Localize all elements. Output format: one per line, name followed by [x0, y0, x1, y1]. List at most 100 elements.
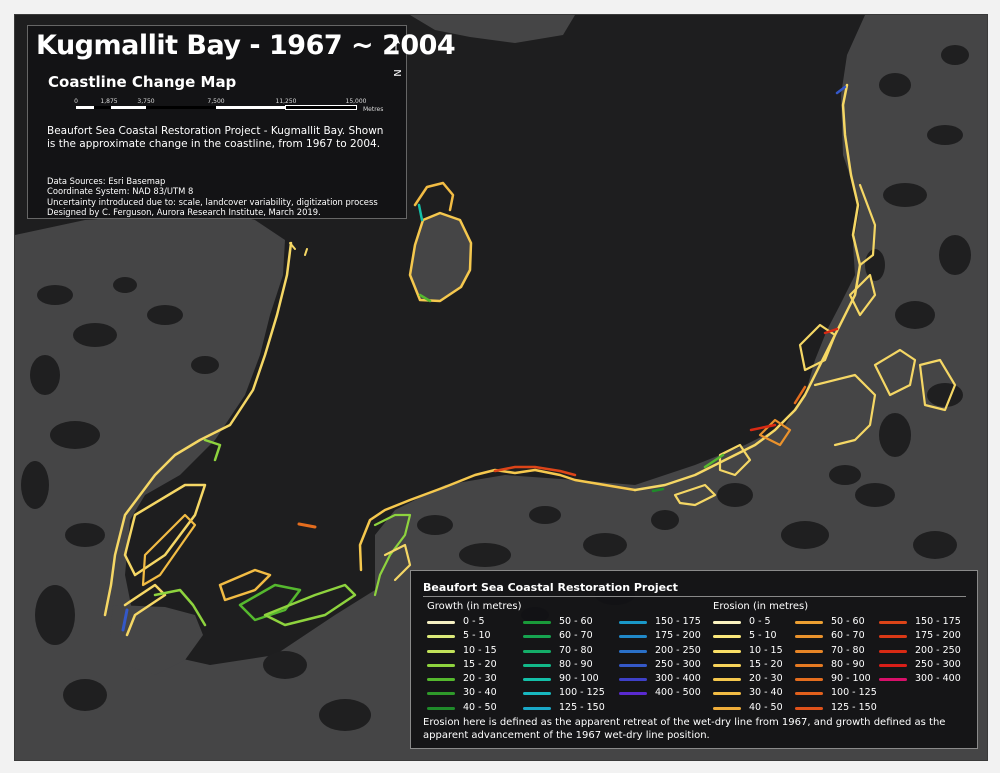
legend-swatch — [879, 649, 907, 653]
metadata-line: Data Sources: Esri Basemap — [47, 176, 166, 186]
legend-label: 10 - 15 — [463, 644, 497, 656]
legend-label: 30 - 40 — [463, 687, 497, 699]
legend-swatch — [427, 706, 455, 710]
legend-label: 5 - 10 — [463, 630, 491, 642]
legend-swatch — [713, 663, 741, 667]
metadata-line: Coordinate System: NAD 83/UTM 8 — [47, 186, 194, 197]
scale-label: 11,250 — [275, 98, 297, 105]
legend-swatch — [795, 678, 823, 682]
legend-label: 15 - 20 — [749, 658, 783, 670]
north-arrow-icon: N — [391, 34, 402, 77]
scale-segment — [111, 106, 146, 109]
scale-label: 15,000 — [345, 98, 367, 105]
legend-swatch — [879, 663, 907, 667]
legend-title: Beaufort Sea Coastal Restoration Project — [423, 581, 678, 594]
legend-swatch — [427, 678, 455, 682]
scale-unit: Metres — [363, 106, 384, 113]
north-arrow-glyph — [392, 34, 400, 54]
north-label: N — [391, 69, 402, 77]
scale-segment — [285, 105, 357, 110]
legend-label: 10 - 15 — [749, 644, 783, 656]
legend-divider — [423, 596, 966, 597]
legend-label: 20 - 30 — [463, 673, 497, 685]
legend-label: 60 - 70 — [559, 630, 593, 642]
legend-swatch — [795, 649, 823, 653]
legend-swatch — [523, 706, 551, 710]
legend-swatch — [713, 621, 741, 624]
legend-swatch — [619, 635, 647, 639]
legend-swatch — [523, 649, 551, 653]
legend-swatch — [619, 621, 647, 624]
legend-swatch — [427, 621, 455, 624]
legend-swatch — [713, 635, 741, 639]
metadata-line: Designed by C. Ferguson, Aurora Research… — [47, 207, 321, 218]
legend-label: 100 - 125 — [559, 687, 605, 699]
legend-swatch — [795, 635, 823, 639]
legend-swatch — [795, 692, 823, 696]
legend-swatch — [795, 706, 823, 710]
scale-segment — [76, 106, 94, 109]
legend-label: 400 - 500 — [655, 687, 701, 699]
coastline-change-lines — [103, 83, 957, 637]
scale-segment — [146, 106, 216, 109]
legend-swatch — [619, 663, 647, 667]
legend-label: 40 - 50 — [749, 701, 783, 713]
scale-label: 7,500 — [207, 98, 225, 105]
legend-swatch — [713, 692, 741, 696]
legend-label: 125 - 150 — [559, 701, 605, 713]
legend-swatch — [879, 678, 907, 682]
legend-swatch — [427, 649, 455, 653]
scale-bar: 0 1,875 3,750 7,500 11,250 15,000 Metres — [74, 98, 383, 124]
legend-swatch — [427, 692, 455, 696]
map-description: Beaufort Sea Coastal Restoration Project… — [47, 125, 384, 150]
legend-label: 300 - 400 — [655, 673, 701, 685]
legend-swatch — [619, 649, 647, 653]
legend-label: 200 - 250 — [655, 644, 701, 656]
legend-label: 70 - 80 — [559, 644, 593, 656]
legend-swatch — [523, 678, 551, 682]
legend-swatch — [619, 692, 647, 696]
legend-label: 0 - 5 — [463, 616, 485, 627]
legend-label: 250 - 300 — [655, 658, 701, 670]
legend-label: 100 - 125 — [831, 687, 877, 699]
map-metadata: Data Sources: Esri Basemap Coordinate Sy… — [47, 176, 405, 218]
legend-label: 15 - 20 — [463, 658, 497, 670]
legend-label: 200 - 250 — [915, 644, 961, 656]
erosion-heading: Erosion (in metres) — [713, 601, 809, 612]
map-frame: Kugmallit Bay - 1967 ~ 2004 Coastline Ch… — [14, 14, 988, 761]
legend-label: 90 - 100 — [831, 673, 871, 685]
legend-label: 175 - 200 — [915, 630, 961, 642]
scale-segment — [94, 106, 111, 109]
legend-swatch — [879, 635, 907, 639]
legend-label: 70 - 80 — [831, 644, 865, 656]
legend-label: 250 - 300 — [915, 658, 961, 670]
legend-panel: Beaufort Sea Coastal Restoration Project… — [410, 570, 978, 749]
legend-label: 125 - 150 — [831, 701, 877, 713]
legend-swatch — [523, 692, 551, 696]
legend-label: 20 - 30 — [749, 673, 783, 685]
legend-label: 150 - 175 — [655, 616, 701, 627]
legend-swatch — [523, 635, 551, 639]
legend-swatch — [619, 678, 647, 682]
legend-swatch — [427, 635, 455, 639]
map-subtitle: Coastline Change Map — [48, 73, 237, 91]
legend-label: 90 - 100 — [559, 673, 599, 685]
legend-label: 50 - 60 — [831, 616, 865, 627]
legend-label: 40 - 50 — [463, 701, 497, 713]
scale-label: 0 — [74, 98, 78, 105]
legend-label: 80 - 90 — [831, 658, 865, 670]
legend-swatch — [713, 678, 741, 682]
map-title: Kugmallit Bay - 1967 ~ 2004 — [36, 30, 456, 61]
legend-swatch — [427, 663, 455, 667]
growth-heading: Growth (in metres) — [427, 601, 522, 612]
legend-label: 80 - 90 — [559, 658, 593, 670]
legend-swatch — [523, 621, 551, 624]
legend-label: 150 - 175 — [915, 616, 961, 627]
legend-label: 175 - 200 — [655, 630, 701, 642]
legend-note: Erosion here is defined as the apparent … — [423, 717, 946, 741]
legend-swatch — [713, 649, 741, 653]
legend-label: 50 - 60 — [559, 616, 593, 627]
legend-label: 30 - 40 — [749, 687, 783, 699]
legend-label: 60 - 70 — [831, 630, 865, 642]
legend-label: 0 - 5 — [749, 616, 771, 627]
